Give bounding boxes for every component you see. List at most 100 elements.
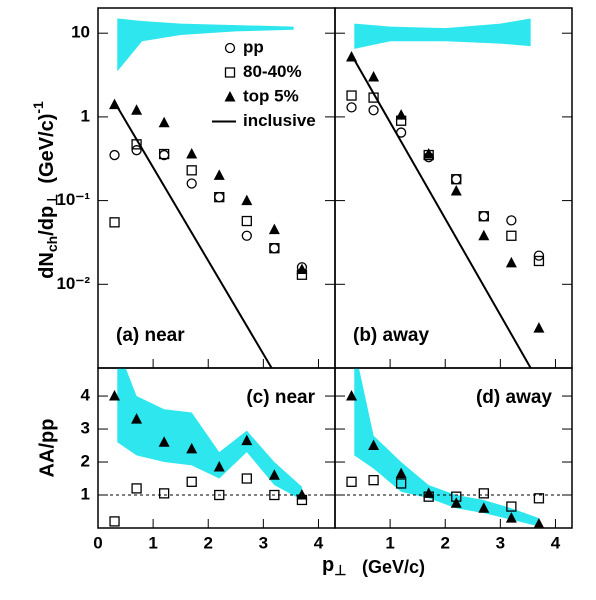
- point: [505, 512, 517, 523]
- point: [423, 148, 435, 159]
- y-tick-label: 10⁻²: [56, 274, 90, 293]
- point: [241, 473, 252, 484]
- point: [368, 475, 379, 486]
- point: [533, 250, 545, 261]
- point: [505, 256, 517, 268]
- line: [350, 54, 532, 368]
- point: [186, 165, 197, 176]
- point: [214, 489, 225, 501]
- x-tick-label: 4: [551, 533, 561, 552]
- point: [346, 102, 357, 113]
- point: [533, 518, 545, 528]
- legend-marker: [224, 42, 236, 54]
- plot-area: [346, 18, 545, 368]
- point: [131, 483, 142, 494]
- point: [450, 185, 462, 196]
- y-axis-label: AA/pp: [36, 419, 58, 478]
- point: [269, 489, 280, 501]
- point: [109, 390, 121, 401]
- point: [346, 390, 358, 401]
- y-axis-label: dNch/dp⊥ (GeV/c)-1: [30, 101, 60, 279]
- point: [478, 211, 489, 222]
- y-tick-label: 10⁻¹: [56, 190, 90, 209]
- point: [131, 145, 142, 156]
- point: [296, 489, 308, 500]
- band: [117, 368, 302, 500]
- point: [158, 148, 170, 160]
- band: [354, 18, 531, 49]
- point: [241, 215, 252, 227]
- point: [109, 516, 120, 527]
- panel-label: (b) away: [353, 325, 429, 346]
- x-tick-label: 3: [496, 533, 505, 552]
- point: [451, 174, 462, 185]
- panel-label: (a) near: [116, 325, 185, 346]
- plot-area: [109, 18, 308, 368]
- point: [368, 105, 379, 116]
- point: [395, 109, 407, 120]
- legend-label: top 5%: [243, 86, 299, 105]
- point: [395, 467, 407, 479]
- point: [368, 439, 380, 451]
- x-axis-unit: (GeV/c): [362, 557, 425, 577]
- y-tick-label: 1: [81, 484, 90, 503]
- point: [269, 243, 280, 254]
- point: [213, 169, 225, 180]
- x-tick-label: 4: [314, 533, 324, 552]
- panel-label: (d) away: [476, 387, 552, 408]
- point: [158, 488, 170, 499]
- point: [131, 413, 143, 424]
- label-part: ch: [44, 236, 60, 252]
- point: [478, 502, 490, 513]
- point: [269, 243, 280, 254]
- x-tick-label: 0: [93, 533, 102, 552]
- frame: [334, 367, 573, 529]
- label-part: -1: [30, 101, 46, 114]
- point: [451, 174, 462, 185]
- point: [450, 497, 462, 508]
- point: [109, 149, 120, 161]
- point: [478, 211, 489, 222]
- x-tick-label: 2: [203, 533, 212, 552]
- line: [113, 101, 273, 368]
- plot-area: [98, 368, 335, 527]
- x-tick-label: 1: [385, 533, 394, 552]
- point: [296, 263, 308, 275]
- y-tick-label: 1: [81, 106, 90, 125]
- point: [241, 194, 253, 206]
- label-part: ⊥: [44, 194, 60, 206]
- point: [186, 476, 197, 487]
- x-tick-label: 2: [440, 533, 449, 552]
- band: [354, 368, 539, 527]
- point: [423, 487, 435, 498]
- point: [186, 442, 198, 454]
- point: [214, 191, 225, 203]
- point: [533, 322, 545, 333]
- legend-label: pp: [243, 37, 264, 56]
- point: [346, 476, 357, 487]
- y-tick-label: 10: [71, 23, 90, 42]
- point: [158, 116, 170, 128]
- point: [395, 478, 407, 489]
- x-tick-label: 1: [148, 533, 157, 552]
- frame: [334, 7, 573, 369]
- y-tick-label: 2: [81, 452, 90, 471]
- point: [186, 148, 198, 159]
- x-tick-label: 3: [259, 533, 268, 552]
- x-axis-label: p⊥: [322, 554, 346, 577]
- legend-marker: [224, 67, 236, 78]
- legend-marker: [224, 91, 236, 102]
- point: [131, 104, 143, 115]
- point: [506, 230, 517, 241]
- point: [268, 223, 280, 235]
- legend-label: 80-40%: [243, 62, 302, 81]
- point: [241, 434, 253, 446]
- point: [214, 191, 225, 203]
- plot-area: [335, 368, 572, 528]
- point: [478, 229, 490, 241]
- y-tick-label: 4: [81, 386, 91, 405]
- point: [506, 501, 517, 512]
- point: [478, 488, 489, 499]
- label-part: dN: [36, 252, 58, 279]
